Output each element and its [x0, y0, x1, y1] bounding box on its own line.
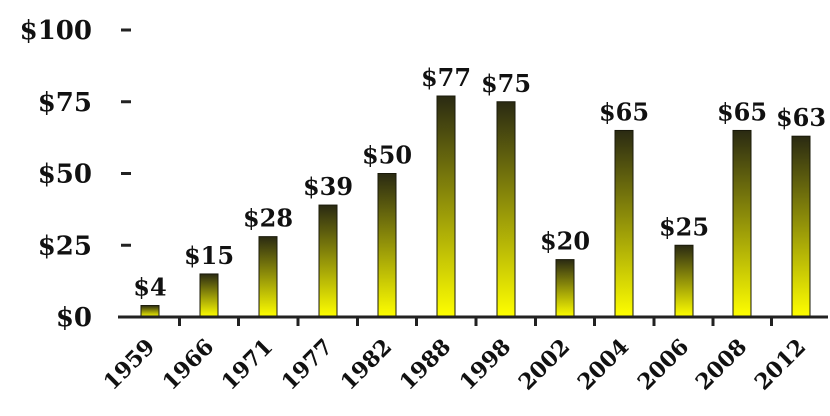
bar-1966	[199, 273, 219, 318]
bar-1977	[318, 204, 338, 318]
bar-1959	[140, 305, 160, 318]
bar-1998	[496, 101, 516, 318]
y-tick-label: $50	[38, 160, 92, 190]
bar-1988	[436, 95, 456, 318]
bar-2006	[674, 244, 694, 318]
x-tick-label: 2004	[573, 334, 635, 396]
data-label: $77	[421, 63, 471, 92]
x-tick-label: 1998	[455, 334, 517, 396]
bar-2008	[732, 129, 752, 318]
data-label: $75	[481, 69, 531, 98]
y-tick-label: $75	[38, 88, 92, 118]
bar-1971	[258, 236, 278, 318]
data-label: $20	[540, 227, 590, 256]
data-label: $39	[303, 172, 353, 201]
data-label: $4	[133, 273, 166, 302]
data-label: $25	[659, 212, 709, 241]
y-tick-label: $0	[56, 303, 92, 333]
x-tick-label: 1966	[158, 334, 220, 396]
y-tick-label: $100	[20, 16, 92, 46]
x-tick-label: 1977	[277, 334, 339, 396]
bar-2004	[614, 129, 634, 318]
bar-1982	[377, 173, 397, 318]
data-label: $15	[184, 241, 234, 270]
x-tick-label: 1959	[99, 334, 161, 396]
bar-2002	[555, 259, 575, 318]
x-tick-label: 2006	[633, 334, 695, 396]
x-tick-label: 1982	[336, 334, 398, 396]
x-axis: 1959196619711977198219881998200220042006…	[99, 315, 828, 396]
data-label: $63	[776, 103, 826, 132]
data-label: $50	[362, 141, 412, 170]
data-label: $65	[717, 97, 767, 126]
y-tick-label: $25	[38, 231, 92, 261]
bar-2012	[791, 135, 811, 318]
bars-group: $4 $15 $28 $39 $50 $77 $75 $20 $65 $25 $65 $63	[133, 63, 826, 318]
data-label: $28	[243, 204, 293, 233]
x-tick-label: 2008	[691, 334, 753, 396]
x-tick-label: 2012	[750, 334, 812, 396]
x-tick-label: 1988	[395, 334, 457, 396]
x-tick-label: 1971	[217, 334, 279, 396]
y-axis: $0 $25 $50 $75 $100	[20, 16, 131, 333]
data-label: $65	[599, 97, 649, 126]
x-tick-label: 2002	[514, 334, 576, 396]
